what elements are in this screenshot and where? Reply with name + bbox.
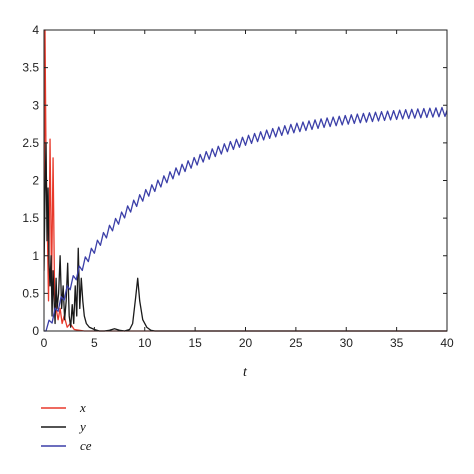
- y-tick-label: 3.5: [22, 61, 39, 75]
- y-tick-label: 4: [32, 23, 39, 37]
- x-tick-label: 40: [440, 336, 454, 350]
- series-line-ce: [44, 106, 447, 332]
- y-tick-label: 1: [32, 249, 39, 263]
- axes: 0 5 10 15 20 25 30 35 40 0 0.5 1 1.5 2 2.5 3 3.5 4: [22, 23, 454, 350]
- y-tick-label: 0.5: [22, 286, 39, 300]
- x-tick-label: 10: [138, 336, 152, 350]
- y-tick-label: 2: [32, 174, 39, 188]
- y-tick-label: 2.5: [22, 136, 39, 150]
- x-tick-label: 30: [340, 336, 354, 350]
- x-tick-label: 15: [188, 336, 202, 350]
- legend-label-y: y: [78, 419, 86, 434]
- y-tick-label: 3: [32, 98, 39, 112]
- x-tick-label: 5: [91, 336, 98, 350]
- legend: xy ce: [41, 400, 92, 453]
- legend-label-ce: ce: [80, 438, 92, 453]
- x-tick-label: 20: [239, 336, 253, 350]
- legend-label-x: x: [79, 400, 86, 415]
- series-line-y: [44, 142, 447, 332]
- x-tick-label: 35: [390, 336, 404, 350]
- x-tick-label: 0: [41, 336, 48, 350]
- y-tick-label: 1.5: [22, 211, 39, 225]
- plot-area: [44, 29, 447, 332]
- x-tick-label: 25: [289, 336, 303, 350]
- x-axis-label: t: [243, 365, 248, 380]
- y-tick-label: 0: [32, 324, 39, 338]
